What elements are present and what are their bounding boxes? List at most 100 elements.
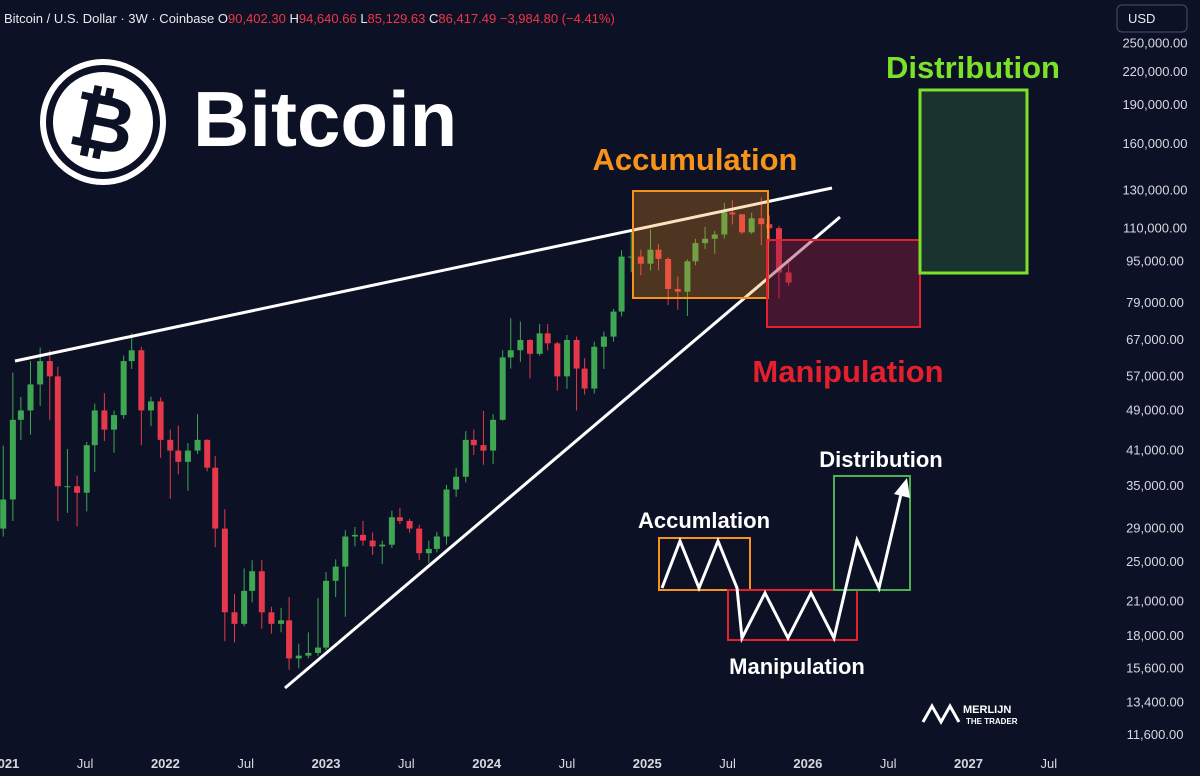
y-tick-label: 57,000.00: [1126, 368, 1184, 383]
c-label: C: [429, 11, 438, 26]
candle-body: [27, 384, 34, 411]
y-tick-label: 190,000.00: [1122, 97, 1187, 112]
y-tick-label: 220,000.00: [1122, 64, 1187, 79]
candle-body: [637, 256, 644, 264]
l-label: L: [360, 11, 367, 26]
change: −3,984.80 (−4.41%): [500, 11, 615, 26]
x-tick-label: Jul: [880, 756, 897, 771]
candle-body: [499, 357, 506, 420]
candle-body: [490, 419, 497, 451]
candle-body: [286, 620, 293, 659]
candle-body: [91, 410, 98, 446]
candle-body: [295, 655, 302, 659]
logo-disc: [53, 72, 153, 172]
y-tick-label: 110,000.00: [1123, 220, 1187, 235]
candle-body: [470, 439, 477, 446]
x-tick-label: 2024: [472, 756, 502, 771]
x-tick-label: Jul: [398, 756, 415, 771]
candle-body: [554, 343, 561, 377]
currency-label[interactable]: USD: [1128, 11, 1155, 26]
x-tick-label: 2021: [0, 756, 19, 771]
candle-body: [157, 401, 164, 440]
candle-body: [332, 566, 339, 581]
y-tick-label: 11,600.00: [1127, 727, 1184, 742]
x-tick-label: Jul: [237, 756, 254, 771]
manipulation-label: Manipulation: [752, 354, 943, 389]
y-tick-label: 18,000.00: [1126, 628, 1184, 643]
candle-body: [702, 238, 709, 244]
candle-body: [120, 361, 127, 416]
candle-body: [729, 212, 736, 215]
distribution-label: Distribution: [886, 50, 1060, 85]
y-tick-label: 13,400.00: [1126, 695, 1184, 710]
x-tick-label: 2023: [312, 756, 341, 771]
candle-body: [241, 590, 248, 624]
candle-body: [0, 499, 7, 529]
accumulation-box: [632, 190, 769, 299]
y-tick-label: 41,000.00: [1126, 443, 1184, 458]
candle-body: [600, 336, 607, 347]
candle-body: [527, 339, 534, 354]
mini-arrow: [894, 478, 910, 498]
candle-body: [315, 647, 322, 653]
candle-body: [194, 439, 201, 451]
x-tick-label: Jul: [77, 756, 94, 771]
watermark-icon: [921, 702, 961, 726]
mini-manipulation-label: Manipulation: [729, 654, 865, 679]
candle-body: [610, 311, 617, 337]
y-tick-label: 35,000.00: [1126, 478, 1184, 493]
candle-body: [167, 439, 174, 451]
candle-body: [184, 450, 191, 462]
candle-body: [739, 214, 746, 233]
candle-body: [692, 243, 699, 262]
currency-button[interactable]: [1116, 4, 1188, 33]
h-label: H: [289, 11, 298, 26]
candle-body: [748, 218, 755, 233]
mini-manipulation-box: [727, 589, 858, 641]
candle-body: [775, 228, 782, 273]
candle-body: [147, 401, 154, 411]
upper-trendline: [14, 186, 833, 363]
candle-body: [396, 517, 403, 521]
candle-body: [268, 612, 275, 624]
distribution-box: [918, 88, 1029, 275]
candle-body: [138, 350, 145, 411]
candle-body: [416, 528, 423, 554]
l-value: 85,129.63: [368, 11, 426, 26]
candle-body: [204, 439, 211, 468]
y-tick-label: 130,000.00: [1122, 183, 1187, 198]
candle-body: [628, 256, 635, 258]
candle-body: [305, 652, 312, 656]
y-tick-label: 21,000.00: [1126, 593, 1184, 608]
logo-ring: [40, 59, 166, 185]
watermark-line2: THE TRADER: [966, 717, 1018, 726]
y-tick-label: 49,000.00: [1126, 402, 1184, 417]
candle-body: [351, 534, 358, 537]
candle-body: [785, 272, 792, 283]
candle-body: [278, 620, 285, 624]
mini-accumulation-box: [658, 537, 751, 591]
candle-body: [369, 540, 376, 547]
o-label: O: [218, 11, 228, 26]
y-tick-label: 15,600.00: [1126, 660, 1184, 675]
candle-body: [711, 234, 718, 239]
watermark-line1: MERLIJN: [963, 704, 1011, 716]
candle-body: [54, 376, 61, 487]
candle-body: [674, 289, 681, 292]
candle-body: [655, 249, 662, 259]
candle-body: [258, 571, 265, 613]
candle-body: [462, 439, 469, 477]
h-value: 94,640.66: [299, 11, 357, 26]
x-tick-label: 2026: [793, 756, 822, 771]
c-value: 86,417.49: [438, 11, 496, 26]
candle-body: [101, 410, 108, 430]
candle-body: [536, 333, 543, 354]
mini-distribution-box: [833, 475, 911, 591]
candle-body: [425, 548, 432, 554]
candle-body: [581, 368, 588, 389]
candle-body: [480, 445, 487, 451]
candle-body: [74, 486, 81, 493]
candle-body: [721, 212, 728, 235]
candle-body: [406, 520, 413, 529]
